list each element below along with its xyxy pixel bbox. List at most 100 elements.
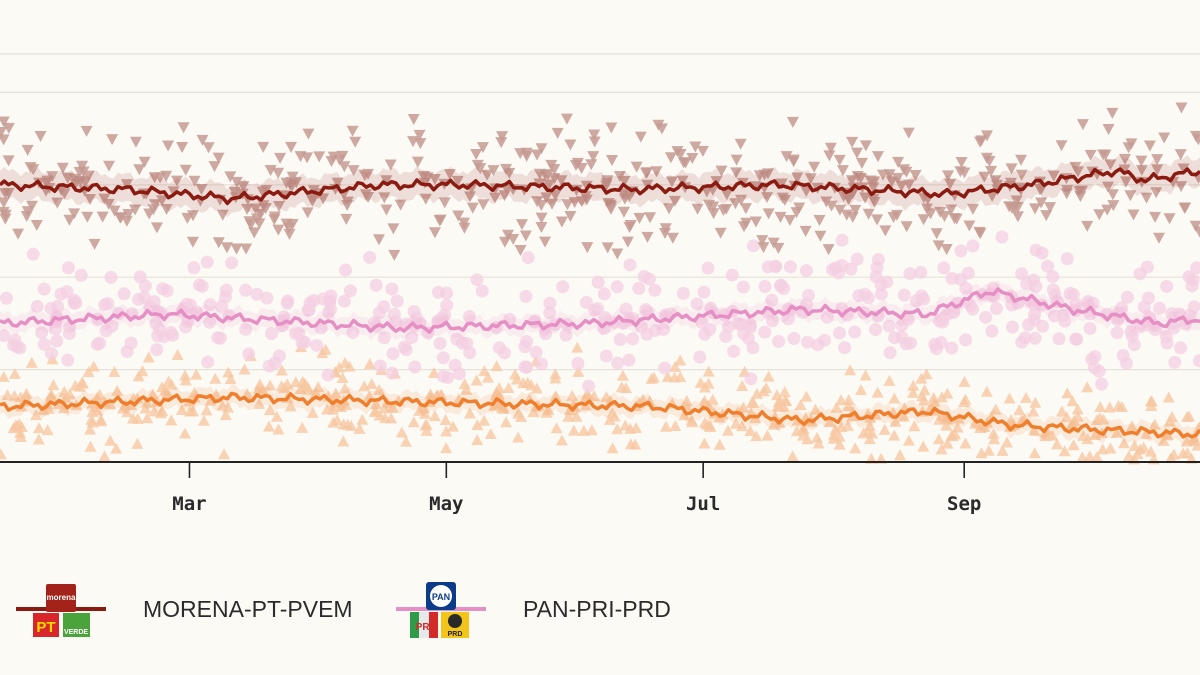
poll-point-mc: [678, 409, 691, 421]
poll-point-morena-pt-pvem: [380, 204, 393, 216]
poll-point-mc: [668, 371, 681, 383]
poll-point-mc: [278, 381, 291, 393]
poll-point-pan-pri-prd: [215, 299, 229, 313]
trend-line-morena-pt-pvem: [0, 167, 1200, 206]
poll-point-mc: [1071, 403, 1084, 415]
poll-point-morena-pt-pvem: [387, 223, 400, 235]
poll-point-pan-pri-prd: [105, 319, 119, 333]
poll-point-pan-pri-prd: [369, 278, 383, 292]
poll-point-morena-pt-pvem: [1124, 190, 1137, 202]
poll-point-pan-pri-prd: [150, 343, 164, 357]
poll-point-morena-pt-pvem: [167, 186, 180, 198]
poll-point-mc: [940, 419, 953, 431]
poll-point-morena-pt-pvem: [1011, 211, 1024, 223]
poll-point-morena-pt-pvem: [902, 127, 915, 139]
poll-point-mc: [84, 440, 97, 452]
poll-point-morena-pt-pvem: [179, 164, 192, 176]
poll-point-morena-pt-pvem: [346, 125, 359, 137]
poll-point-mc: [616, 369, 629, 381]
poll-point-mc: [253, 397, 266, 409]
poll-point-pan-pri-prd: [302, 303, 316, 317]
poll-point-mc: [941, 387, 954, 399]
poll-point-mc: [585, 424, 598, 436]
poll-point-morena-pt-pvem: [822, 244, 835, 256]
poll-point-morena-pt-pvem: [966, 203, 979, 215]
poll-point-pan-pri-prd: [758, 325, 772, 339]
poll-point-morena-pt-pvem: [1189, 220, 1200, 232]
poll-point-mc: [116, 402, 129, 414]
poll-point-morena-pt-pvem: [384, 159, 397, 171]
poll-point-pan-pri-prd: [626, 332, 640, 346]
poll-point-pan-pri-prd: [883, 346, 897, 360]
poll-point-mc: [669, 420, 682, 432]
poll-point-morena-pt-pvem: [892, 156, 905, 168]
poll-point-mc: [611, 423, 624, 435]
poll-point-morena-pt-pvem: [989, 175, 1002, 187]
poll-point-morena-pt-pvem: [325, 155, 338, 167]
poll-point-mc: [345, 419, 358, 431]
poll-point-mc: [63, 388, 76, 400]
poll-point-morena-pt-pvem: [407, 136, 420, 148]
poll-point-mc: [419, 419, 432, 431]
trend-line-pan-pri-prd: [0, 287, 1200, 334]
poll-point-morena-pt-pvem: [1101, 204, 1114, 216]
poll-point-morena-pt-pvem: [791, 172, 804, 184]
poll-point-pan-pri-prd: [1060, 252, 1074, 266]
poll-point-morena-pt-pvem: [571, 157, 584, 169]
poll-point-pan-pri-prd: [149, 316, 163, 330]
poll-point-mc: [810, 431, 823, 443]
poll-point-morena-pt-pvem: [630, 161, 643, 173]
poll-point-morena-pt-pvem: [581, 242, 594, 254]
poll-point-morena-pt-pvem: [932, 240, 945, 252]
poll-point-mc: [471, 434, 484, 446]
legend-item-pan[interactable]: PAN PRI PRD PAN-PRI-PRD: [396, 582, 671, 638]
poll-point-morena-pt-pvem: [730, 154, 743, 166]
legend-item-morena[interactable]: morena PT VERDE MORENA-PT-PVEM: [16, 584, 353, 637]
poll-point-morena-pt-pvem: [12, 228, 25, 240]
poll-point-mc: [1117, 437, 1130, 449]
poll-point-mc: [859, 369, 872, 381]
poll-point-pan-pri-prd: [137, 290, 151, 304]
poll-point-morena-pt-pvem: [944, 178, 957, 190]
poll-point-mc: [917, 440, 930, 452]
poll-point-mc: [484, 428, 497, 440]
poll-point-mc: [373, 409, 386, 421]
poll-point-morena-pt-pvem: [21, 206, 34, 218]
poll-point-morena-pt-pvem: [793, 202, 806, 214]
poll-point-morena-pt-pvem: [256, 186, 269, 198]
poll-point-morena-pt-pvem: [301, 152, 314, 164]
poll-point-morena-pt-pvem: [677, 157, 690, 169]
poll-point-morena-pt-pvem: [940, 243, 953, 255]
poll-point-morena-pt-pvem: [974, 136, 987, 148]
poll-point-morena-pt-pvem: [46, 171, 59, 183]
poll-point-morena-pt-pvem: [761, 192, 774, 204]
poll-point-mc: [833, 438, 846, 450]
poll-point-mc: [481, 371, 494, 383]
poll-point-morena-pt-pvem: [859, 140, 872, 152]
legend-label-morena: MORENA-PT-PVEM: [143, 596, 353, 622]
poll-point-pan-pri-prd: [385, 366, 399, 380]
poll-point-morena-pt-pvem: [489, 192, 502, 204]
poll-point-morena-pt-pvem: [561, 199, 574, 211]
poll-point-morena-pt-pvem: [585, 159, 598, 171]
poll-point-morena-pt-pvem: [804, 173, 817, 185]
poll-point-mc: [395, 426, 408, 438]
poll-point-pan-pri-prd: [337, 294, 351, 308]
poll-point-mc: [1103, 401, 1116, 413]
poll-point-mc: [1162, 391, 1175, 403]
poll-point-morena-pt-pvem: [347, 165, 360, 177]
poll-point-pan-pri-prd: [909, 294, 923, 308]
poll-point-pan-pri-prd: [579, 295, 593, 309]
poll-point-mc: [148, 405, 161, 417]
poll-point-pan-pri-prd: [440, 286, 454, 300]
poll-point-morena-pt-pvem: [481, 169, 494, 181]
poll-point-pan-pri-prd: [239, 283, 253, 297]
poll-point-pan-pri-prd: [598, 311, 612, 325]
poll-point-pan-pri-prd: [1046, 270, 1060, 284]
poll-point-morena-pt-pvem: [900, 166, 913, 178]
poll-point-mc: [812, 437, 825, 449]
poll-point-mc: [1081, 381, 1094, 393]
poll-point-pan-pri-prd: [901, 312, 915, 326]
poll-point-morena-pt-pvem: [394, 199, 407, 211]
